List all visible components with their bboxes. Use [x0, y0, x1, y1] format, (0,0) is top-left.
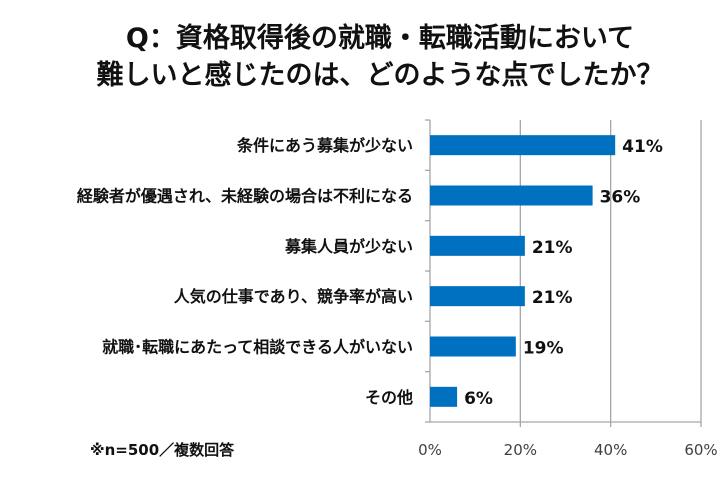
category-label: その他: [365, 388, 413, 407]
x-tick-label: 20%: [504, 441, 537, 459]
x-tick-label: 60%: [684, 441, 717, 459]
data-label: 41%: [622, 137, 663, 157]
bar: [430, 235, 525, 256]
bar: [430, 336, 516, 357]
bar: [430, 386, 458, 407]
bar: [430, 185, 593, 206]
category-label: 条件にあう募集が少ない: [236, 136, 413, 155]
data-label: 6%: [464, 389, 493, 409]
chart-title-line-1: Q：資格取得後の就職・転職活動において: [125, 23, 635, 54]
x-tick-label: 40%: [594, 441, 627, 459]
category-label: 就職･転職にあたって相談できる人がいない: [102, 338, 413, 357]
category-label: 経験者が優遇され、未経験の場合は不利になる: [77, 187, 413, 206]
bar: [430, 286, 525, 307]
data-label: 21%: [532, 288, 573, 308]
sample-note: ※n=500／複数回答: [90, 441, 235, 459]
data-label: 19%: [523, 339, 564, 359]
bar: [430, 135, 616, 156]
x-tick-label: 0%: [418, 441, 442, 459]
category-label: 募集人員が少ない: [284, 237, 413, 256]
chart-title-line-2: 難しいと感じたのは、どのような点でしたか？: [96, 60, 664, 91]
data-label: 36%: [600, 188, 641, 208]
category-label: 人気の仕事であり、競争率が高い: [174, 287, 413, 306]
data-label: 21%: [532, 238, 573, 258]
